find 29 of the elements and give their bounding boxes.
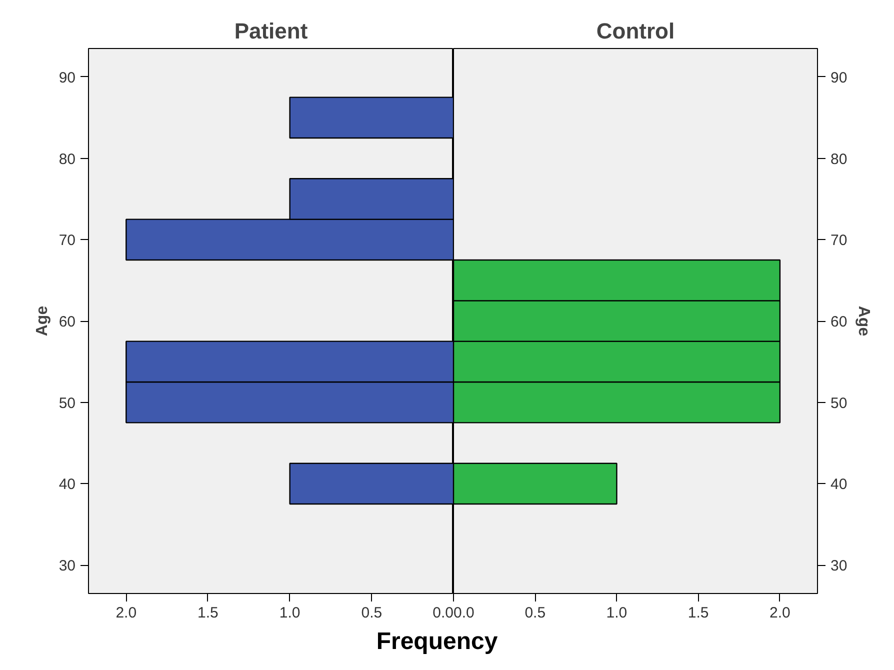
y-tick-label: 30 (830, 558, 848, 575)
chart-title: Control (596, 18, 675, 44)
y-axis-title: Age (34, 306, 51, 336)
x-tick-label: 0.0 (454, 604, 474, 622)
x-tick-label: 2.0 (770, 604, 790, 622)
x-tick-label: 0.0 (432, 604, 454, 622)
y-tick-label: 40 (830, 476, 848, 494)
x-tick-label: 1.0 (279, 604, 300, 622)
x-tick-label: 0.5 (524, 604, 546, 622)
y-tick-label: 80 (58, 150, 76, 168)
y-tick-label: 40 (58, 476, 76, 494)
y-tick-label: 30 (58, 558, 76, 575)
y-tick-label: 50 (830, 394, 848, 412)
x-tick-label: 0.5 (361, 604, 382, 622)
y-tick-label: 70 (830, 232, 848, 250)
y-tick-label: 50 (58, 394, 76, 412)
x-tick-label: 1.5 (688, 604, 709, 622)
y-tick-label: 80 (830, 150, 848, 168)
chart-title: Patient (234, 18, 308, 44)
y-tick-label: 90 (830, 69, 848, 86)
x-tick-label: 2.0 (116, 604, 137, 622)
x-tick-label: 1.5 (198, 604, 218, 622)
y-tick-label: 60 (830, 314, 848, 330)
x-tick-label: 1.0 (606, 604, 628, 622)
y-axis-title: Age (855, 306, 872, 336)
y-tick-label: 90 (58, 69, 76, 86)
x-axis-title: Frequency (376, 627, 498, 657)
y-tick-label: 70 (58, 232, 76, 250)
y-tick-label: 60 (58, 314, 76, 330)
